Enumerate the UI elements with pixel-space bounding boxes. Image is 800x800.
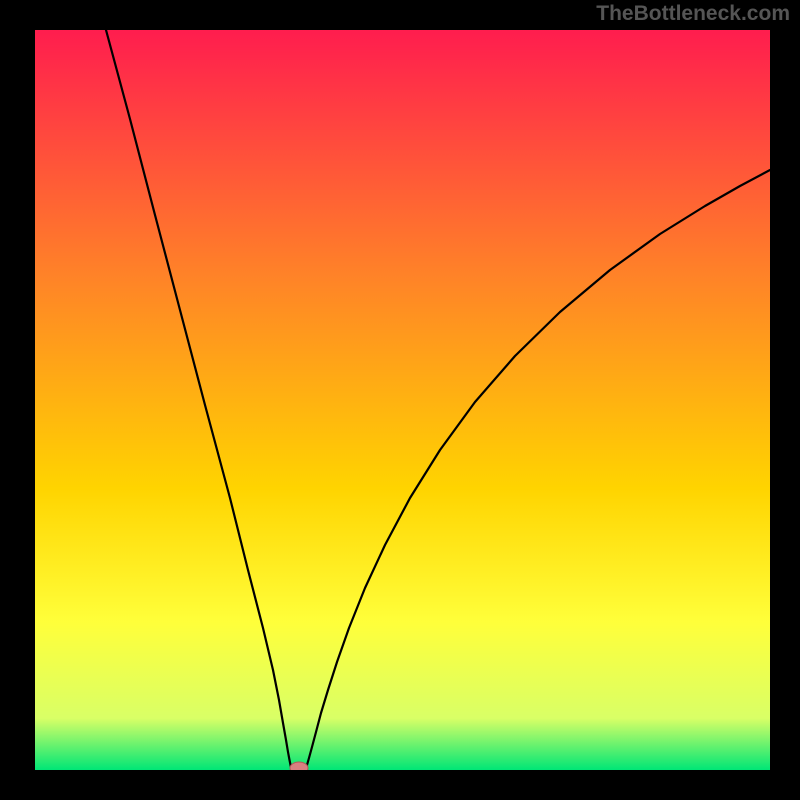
curve-left [106,30,291,768]
plot-area [35,30,770,770]
watermark-text: TheBottleneck.com [596,2,790,26]
curve-right [306,170,770,768]
canvas: TheBottleneck.com [0,0,800,800]
curve-svg [35,30,770,770]
minimum-marker [290,762,308,770]
